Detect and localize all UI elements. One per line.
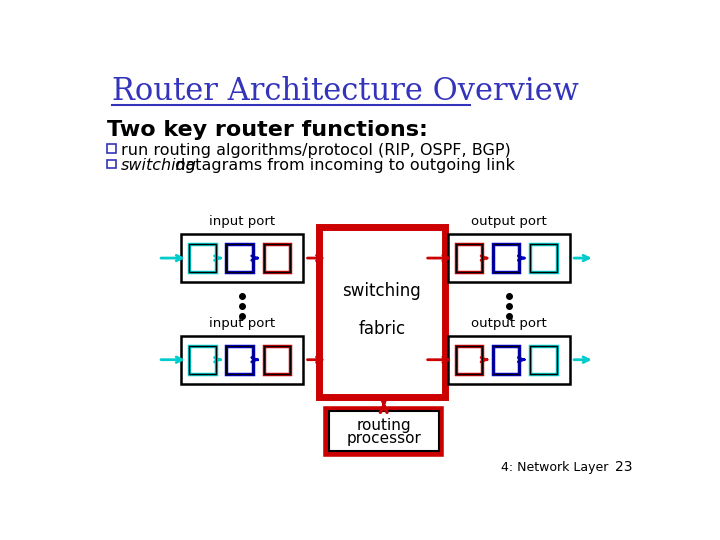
- Text: input port: input port: [210, 215, 275, 228]
- Text: routing: routing: [356, 418, 411, 433]
- Text: datagrams from incoming to outgoing link: datagrams from incoming to outgoing link: [170, 158, 515, 173]
- Bar: [530, 346, 557, 374]
- Bar: [530, 346, 557, 374]
- Text: 4: Network Layer: 4: Network Layer: [500, 462, 608, 475]
- Bar: [181, 336, 303, 383]
- Bar: [493, 244, 519, 272]
- Bar: [326, 409, 441, 454]
- Text: run routing algorithms/protocol (RIP, OSPF, BGP): run routing algorithms/protocol (RIP, OS…: [121, 143, 510, 158]
- Bar: [189, 244, 215, 272]
- Text: switching: switching: [121, 158, 197, 173]
- Bar: [456, 346, 482, 374]
- Bar: [264, 244, 290, 272]
- Bar: [319, 226, 445, 397]
- Text: Router Architecture Overview: Router Architecture Overview: [112, 76, 579, 106]
- Bar: [493, 346, 519, 374]
- Bar: [530, 244, 557, 272]
- Bar: [107, 144, 116, 153]
- Text: output port: output port: [471, 316, 546, 330]
- Bar: [493, 244, 519, 272]
- Bar: [264, 244, 290, 272]
- Text: output port: output port: [471, 215, 546, 228]
- Text: input port: input port: [210, 316, 275, 330]
- Bar: [456, 244, 482, 272]
- Bar: [189, 346, 215, 374]
- Bar: [226, 346, 253, 374]
- Bar: [264, 346, 290, 374]
- Text: 23: 23: [615, 461, 632, 475]
- Bar: [226, 346, 253, 374]
- Bar: [264, 346, 290, 374]
- Bar: [329, 411, 438, 451]
- Text: fabric: fabric: [359, 320, 405, 338]
- Bar: [181, 234, 303, 282]
- Bar: [448, 234, 570, 282]
- Bar: [226, 244, 253, 272]
- Bar: [456, 346, 482, 374]
- Bar: [189, 346, 215, 374]
- Bar: [530, 244, 557, 272]
- Bar: [493, 346, 519, 374]
- Bar: [448, 336, 570, 383]
- Text: switching: switching: [343, 282, 421, 300]
- Bar: [189, 244, 215, 272]
- Text: Two key router functions:: Two key router functions:: [107, 120, 428, 140]
- Bar: [107, 159, 116, 168]
- Text: processor: processor: [346, 431, 421, 446]
- Bar: [226, 244, 253, 272]
- Bar: [456, 244, 482, 272]
